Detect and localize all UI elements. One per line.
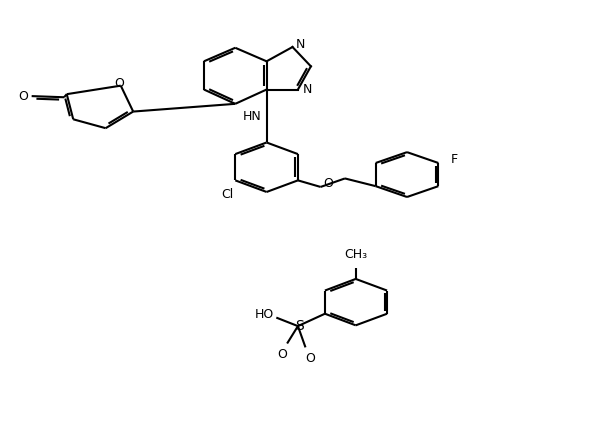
Text: O: O xyxy=(324,178,334,190)
Text: Cl: Cl xyxy=(221,188,233,201)
Text: CH₃: CH₃ xyxy=(344,248,367,261)
Text: O: O xyxy=(306,352,315,366)
Text: S: S xyxy=(295,319,304,333)
Text: O: O xyxy=(277,348,287,362)
Text: N: N xyxy=(303,83,312,96)
Text: O: O xyxy=(114,77,124,90)
Text: O: O xyxy=(18,89,28,103)
Text: N: N xyxy=(295,38,305,51)
Text: HN: HN xyxy=(242,110,261,123)
Text: HO: HO xyxy=(255,308,274,321)
Text: F: F xyxy=(450,154,457,166)
